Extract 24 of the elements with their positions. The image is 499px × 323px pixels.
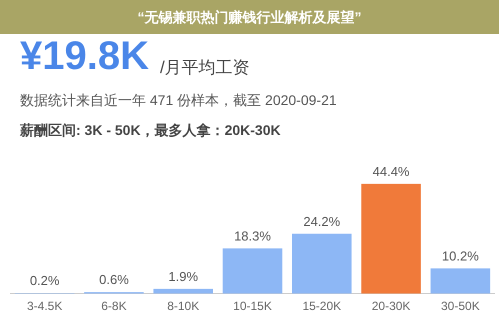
x-tick-label: 10-15K bbox=[233, 299, 272, 314]
data-label: 0.2% bbox=[30, 273, 60, 288]
text: 数据统计来自近一年 471 份样本，截至 2020-09-21 bbox=[20, 92, 337, 110]
bar bbox=[222, 248, 282, 294]
x-tick-label: 6-8K bbox=[101, 299, 127, 314]
data-label: 10.2% bbox=[442, 248, 480, 264]
x-tick-label: 15-20K bbox=[302, 299, 342, 314]
data-label: 18.3% bbox=[234, 228, 272, 244]
data-label: 44.4% bbox=[372, 164, 410, 179]
chart-title: “无锡兼职热门赚钱行业解析及展望” bbox=[0, 0, 499, 34]
data-label: 1.9% bbox=[168, 268, 198, 284]
bar bbox=[292, 234, 352, 294]
bar bbox=[361, 184, 421, 294]
x-tick-label: 3-4.5K bbox=[26, 299, 62, 314]
x-tick-label: 20-30K bbox=[372, 299, 410, 314]
bar bbox=[430, 268, 490, 294]
bar bbox=[153, 288, 214, 294]
data-label: 0.6% bbox=[99, 272, 130, 288]
x-tick-label: 8-10K bbox=[167, 299, 200, 314]
text: ¥19.8K bbox=[20, 34, 149, 79]
text: 薪酬区间: 3K - 50K，最多人拿：20K-30K bbox=[20, 122, 281, 140]
x-tick-label: 30-50K bbox=[441, 299, 480, 314]
data-label: 24.2% bbox=[303, 214, 341, 229]
text: /月平均工资 bbox=[160, 57, 250, 79]
